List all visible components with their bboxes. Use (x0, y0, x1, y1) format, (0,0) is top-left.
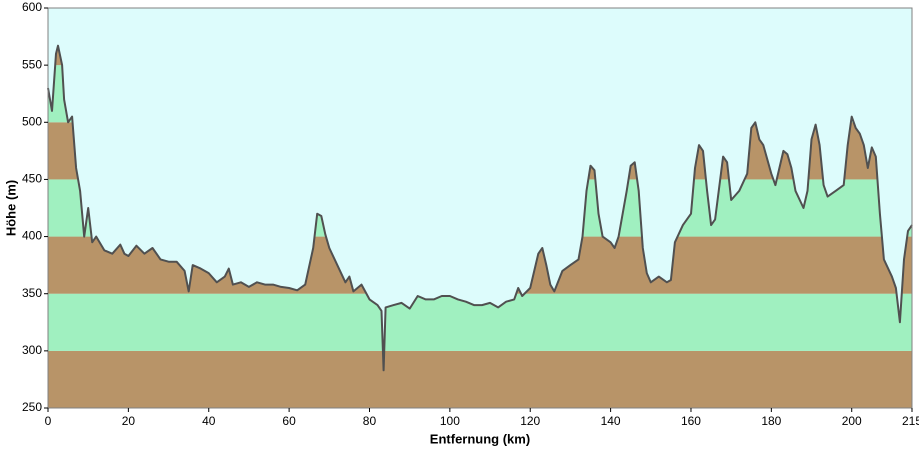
elevation-line (47, 44, 913, 372)
y-axis-title: Höhe (m) (3, 180, 18, 236)
x-tick-label: 40 (202, 414, 216, 428)
elevation-band (48, 350, 912, 408)
x-tick-label: 0 (45, 414, 52, 428)
y-tick-label: 500 (22, 114, 42, 128)
x-tick-label: 60 (282, 414, 296, 428)
y-tick-label: 350 (22, 286, 42, 300)
y-tick-label: 550 (22, 57, 42, 71)
y-tick-label: 300 (22, 343, 42, 357)
y-tick-label: 250 (22, 400, 42, 414)
y-tick-label: 600 (22, 0, 42, 14)
x-tick-label: 140 (601, 414, 621, 428)
x-tick-label: 100 (440, 414, 460, 428)
x-tick-label: 180 (761, 414, 781, 428)
plot-frame (47, 7, 913, 409)
x-tick-label: 80 (363, 414, 377, 428)
x-tick-label: 215 (902, 414, 919, 428)
x-tick-label: 120 (520, 414, 540, 428)
x-tick-label: 160 (681, 414, 701, 428)
x-tick-label: 200 (842, 414, 862, 428)
x-tick-label: 20 (122, 414, 136, 428)
y-tick-label: 450 (22, 172, 42, 186)
x-axis-title: Entfernung (km) (430, 431, 530, 446)
y-tick-label: 400 (22, 229, 42, 243)
